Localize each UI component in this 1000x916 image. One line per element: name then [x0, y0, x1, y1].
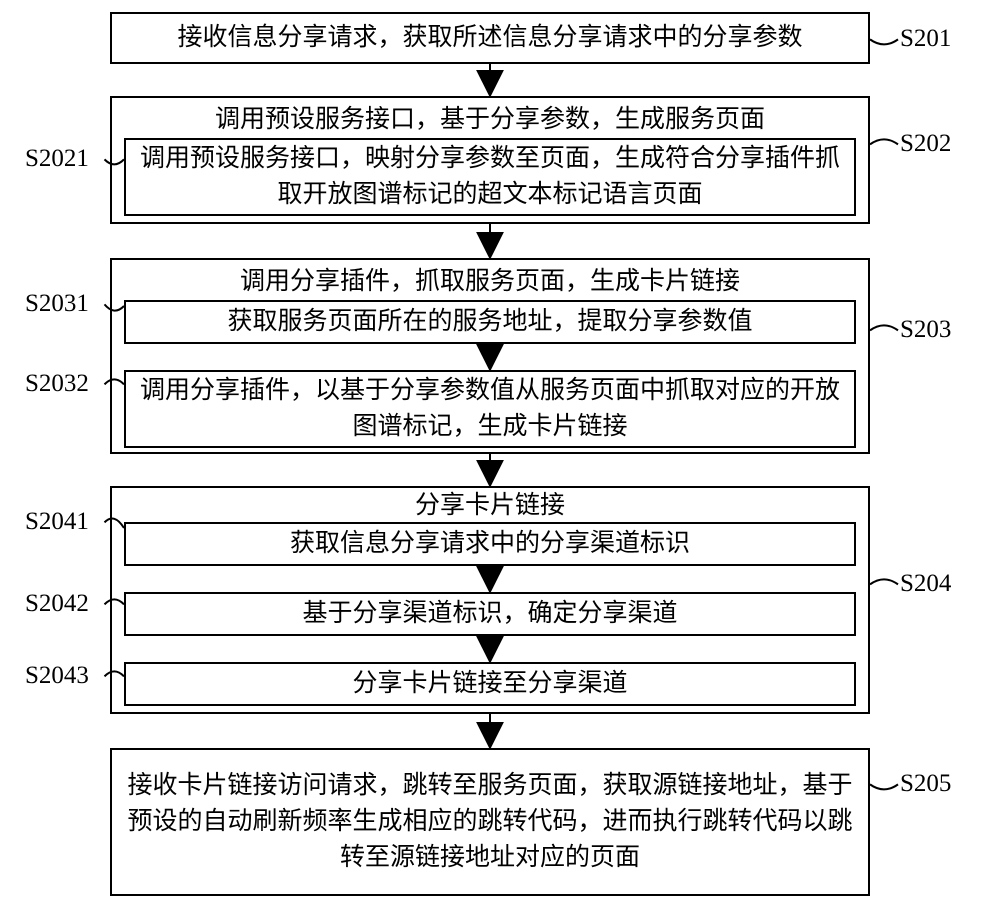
step-label-S2042: S2042 — [25, 590, 89, 618]
flow-box-b201: 接收信息分享请求，获取所述信息分享请求中的分享参数 — [110, 12, 870, 64]
step-label-S205: S205 — [900, 770, 951, 798]
step-label-S2043: S2043 — [25, 662, 89, 690]
flow-box-b2031: 获取服务页面所在的服务地址，提取分享参数值 — [124, 300, 856, 344]
flow-box-b2032: 调用分享插件，以基于分享参数值从服务页面中抓取对应的开放图谱标记，生成卡片链接 — [124, 370, 856, 448]
flow-box-title: 调用分享插件，抓取服务页面，生成卡片链接 — [112, 264, 868, 300]
step-label-S2021: S2021 — [25, 145, 89, 173]
flow-box-b205: 接收卡片链接访问请求，跳转至服务页面，获取源链接地址，基于预设的自动刷新频率生成… — [110, 748, 870, 896]
flow-box-b2042: 基于分享渠道标识，确定分享渠道 — [124, 592, 856, 636]
flow-box-b2041: 获取信息分享请求中的分享渠道标识 — [124, 522, 856, 566]
flowchart-canvas: 接收信息分享请求，获取所述信息分享请求中的分享参数调用预设服务接口，基于分享参数… — [0, 0, 1000, 916]
flow-box-b2021: 调用预设服务接口，映射分享参数至页面，生成符合分享插件抓取开放图谱标记的超文本标… — [124, 138, 856, 216]
step-label-S203: S203 — [900, 316, 951, 344]
flow-box-b2043: 分享卡片链接至分享渠道 — [124, 662, 856, 706]
step-label-S201: S201 — [900, 25, 951, 53]
flow-box-title: 调用预设服务接口，基于分享参数，生成服务页面 — [112, 102, 868, 138]
step-label-S2031: S2031 — [25, 290, 89, 318]
flow-box-title: 分享卡片链接 — [112, 490, 868, 522]
step-label-S2041: S2041 — [25, 508, 89, 536]
step-label-S204: S204 — [900, 570, 951, 598]
step-label-S202: S202 — [900, 130, 951, 158]
step-label-S2032: S2032 — [25, 370, 89, 398]
